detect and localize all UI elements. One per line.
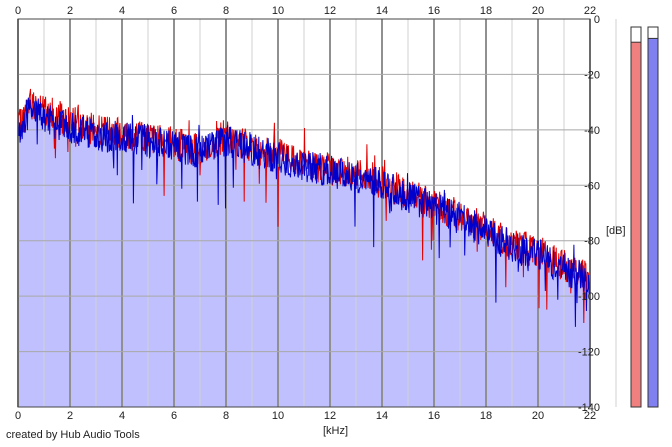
x-tick-bottom-10: 10 [272,410,284,422]
x-tick-bottom-16: 16 [428,410,440,422]
x-axis-label: [kHz] [323,425,348,437]
y-tick-labels: 0 -20 -40 -60 -80 -100 -120 -140 [578,14,600,414]
x-tick-top-8: 8 [223,5,229,17]
x-tick-bottom-6: 6 [171,410,177,422]
blue-spectrum-line [17,97,591,327]
y-tick-0: 0 [594,14,600,26]
x-tick-bottom-20: 20 [532,410,544,422]
x-tick-top-10: 10 [272,5,284,17]
x-tick-bottom-22: 22 [584,410,596,422]
y-tick--20: -20 [584,69,600,81]
x-tick-bottom-8: 8 [223,410,229,422]
level-meters [630,26,659,408]
y-tick--120: -120 [578,347,600,359]
x-tick-top-18: 18 [480,5,492,17]
x-tick-top-20: 20 [532,5,544,17]
level-meter-fill-1 [630,41,642,408]
x-tick-bottom-18: 18 [480,410,492,422]
x-tick-top-22: 22 [584,5,596,17]
credit-text: created by Hub Audio Tools [6,429,140,441]
x-tick-top-14: 14 [376,5,388,17]
level-meter-fill-2 [647,37,659,408]
x-tick-bottom-14: 14 [376,410,388,422]
x-tick-bottom-12: 12 [324,410,336,422]
x-tick-top-6: 6 [171,5,177,17]
x-tick-top-16: 16 [428,5,440,17]
x-tick-bottom-2: 2 [67,410,73,422]
x-tick-top-2: 2 [67,5,73,17]
y-tick--80: -80 [584,236,600,248]
y-tick--40: -40 [584,125,600,137]
y-axis-label: [dB] [606,225,626,237]
x-tick-labels-bottom: 0 2 4 6 8 10 12 14 16 18 20 22 [15,410,596,422]
x-tick-top-12: 12 [324,5,336,17]
plot-frame [17,18,591,408]
x-tick-labels-top: 0 2 4 6 8 10 12 14 16 18 20 22 [15,5,596,17]
x-tick-bottom-0: 0 [15,410,21,422]
y-tick--60: -60 [584,180,600,192]
x-tick-top-0: 0 [15,5,21,17]
y-tick--100: -100 [578,291,600,303]
x-tick-top-4: 4 [119,5,125,17]
x-tick-bottom-4: 4 [119,410,125,422]
y-tick--140: -140 [578,402,600,414]
